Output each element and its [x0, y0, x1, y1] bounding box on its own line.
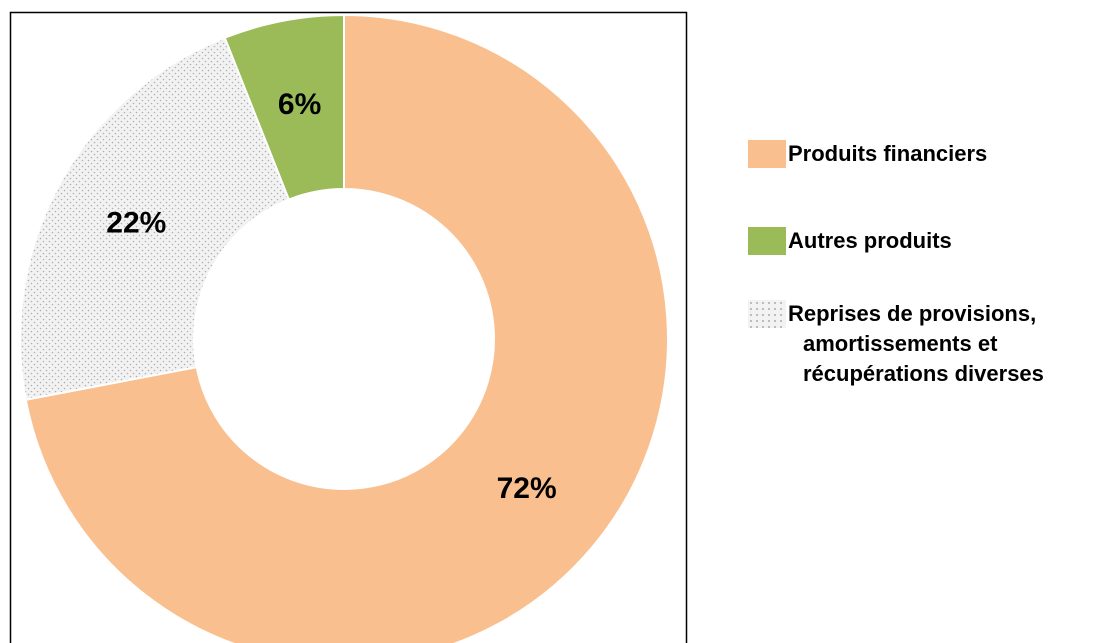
data-label: 22%: [106, 207, 166, 240]
legend-label: Produits financiers: [788, 141, 988, 166]
legend-label: Reprises de provisions, amortissements e…: [788, 301, 1044, 386]
legend-swatch: [748, 300, 786, 328]
legend-item: Reprises de provisions, amortissements e…: [748, 300, 1108, 389]
donut-slice: [24, 13, 669, 643]
legend-label: Autres produits: [788, 228, 952, 253]
donut-slice: [223, 13, 345, 201]
legend-swatch: [748, 227, 786, 255]
donut-slice: [19, 36, 291, 401]
legend-item: Autres produits: [748, 227, 1108, 256]
plot-frame: [9, 11, 688, 643]
data-label: 72%: [497, 472, 557, 505]
legend-swatch: [748, 140, 786, 168]
data-label: 6%: [278, 88, 321, 121]
legend-item: Produits financiers: [748, 140, 1108, 169]
